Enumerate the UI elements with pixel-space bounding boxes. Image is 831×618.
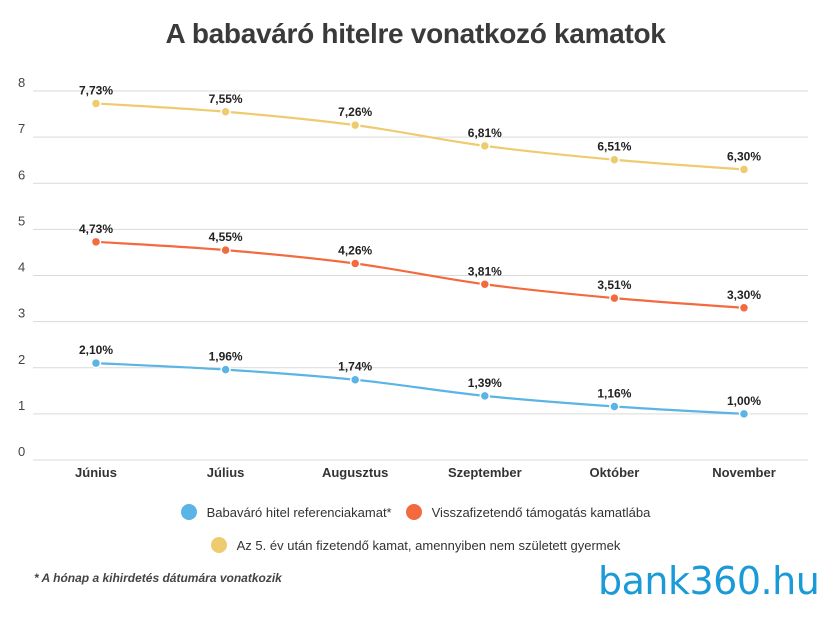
x-tick-label: Július (207, 465, 245, 480)
data-label: 1,74% (338, 360, 372, 374)
data-point (220, 244, 231, 256)
data-point (609, 401, 620, 412)
y-tick-label: 7 (18, 121, 25, 136)
legend-item-after-5-years-rate: Az 5. év után fizetendő kamat, amennyibe… (210, 537, 621, 553)
series-group: 7,73% 7,55% 7,26% 6,81% 6,51% 6,30% 4,73% 4,55%… (79, 83, 761, 420)
data-label: 6,30% (727, 149, 761, 163)
data-point (479, 279, 491, 290)
data-label: 4,26% (338, 244, 372, 258)
x-tick-label: Szeptember (448, 465, 522, 480)
data-point (90, 236, 102, 248)
data-point (90, 357, 102, 369)
data-label: 6,81% (468, 126, 502, 140)
series-path (95, 102, 745, 171)
x-tick-label: November (712, 465, 776, 480)
chart-title: A babaváró hitelre vonatkozó kamatok (165, 18, 666, 49)
data-label: 1,39% (468, 376, 502, 390)
data-label: 1,00% (727, 394, 761, 408)
legend-label: Visszafizetendő támogatás kamatlába (431, 504, 651, 520)
bank360-logo: bank360.hu (598, 559, 820, 603)
x-tick-label: Augusztus (322, 465, 388, 480)
data-label: 1,16% (597, 386, 631, 400)
legend-row-2: Az 5. év után fizetendő kamat, amennyibe… (0, 537, 831, 553)
legend-label: Az 5. év után fizetendő kamat, amennyibe… (236, 537, 621, 553)
y-axis-ticks: 0 1 2 3 4 5 6 7 8 (18, 75, 25, 459)
data-label: 7,26% (338, 105, 372, 119)
data-point (609, 154, 620, 165)
series-line-0: 7,73% 7,55% 7,26% 6,81% 6,51% 6,30% (79, 83, 761, 175)
series-line-2: 2,10% 1,96% 1,74% 1,39% 1,16% 1,00% (79, 343, 761, 420)
data-label: 4,55% (209, 230, 243, 244)
data-point (738, 408, 750, 420)
data-point (349, 119, 361, 131)
y-tick-label: 0 (18, 444, 25, 459)
y-tick-label: 2 (18, 352, 25, 367)
data-label: 1,96% (209, 350, 243, 364)
data-point (738, 164, 750, 175)
legend-marker (405, 504, 422, 520)
footnote: * A hónap a kihirdetés dátumára vonatkoz… (34, 571, 282, 585)
y-tick-label: 1 (18, 398, 25, 413)
y-tick-label: 8 (18, 75, 25, 90)
x-tick-label: Október (589, 465, 639, 480)
y-tick-label: 5 (18, 213, 25, 228)
data-point (609, 292, 620, 304)
legend-marker (180, 504, 197, 520)
data-label: 3,51% (597, 278, 631, 292)
data-point (349, 258, 361, 269)
y-tick-label: 3 (18, 306, 25, 321)
x-axis-ticks: Június Július Augusztus Szeptember Október No… (75, 465, 776, 480)
data-point (479, 140, 491, 152)
legend-label: Babaváró hitel referenciakamat* (206, 504, 392, 520)
data-point (349, 374, 361, 385)
data-point (479, 390, 491, 402)
data-label: 3,30% (727, 288, 761, 302)
data-label: 6,51% (597, 140, 631, 154)
data-label: 7,55% (209, 92, 243, 106)
series-path (95, 362, 745, 415)
data-point (220, 364, 231, 375)
legend-marker (210, 537, 227, 553)
data-label: 2,10% (79, 343, 113, 357)
legend-item-support-rate: Visszafizetendő támogatás kamatlába (405, 504, 651, 520)
data-point (738, 302, 750, 314)
data-point (220, 106, 231, 118)
data-point (90, 98, 102, 109)
grid (33, 90, 808, 461)
series-path (95, 240, 745, 309)
y-tick-label: 4 (18, 260, 25, 275)
data-label: 4,73% (79, 222, 113, 236)
data-label: 7,73% (79, 83, 113, 97)
series-line-1: 4,73% 4,55% 4,26% 3,81% 3,51% 3,30% (79, 222, 761, 314)
legend-row-1: Babaváró hitel referenciakamat* Visszafi… (0, 504, 831, 520)
x-tick-label: Június (75, 465, 117, 480)
legend-item-reference-rate: Babaváró hitel referenciakamat* (180, 504, 392, 520)
data-label: 3,81% (468, 264, 502, 278)
y-tick-label: 6 (18, 167, 25, 182)
